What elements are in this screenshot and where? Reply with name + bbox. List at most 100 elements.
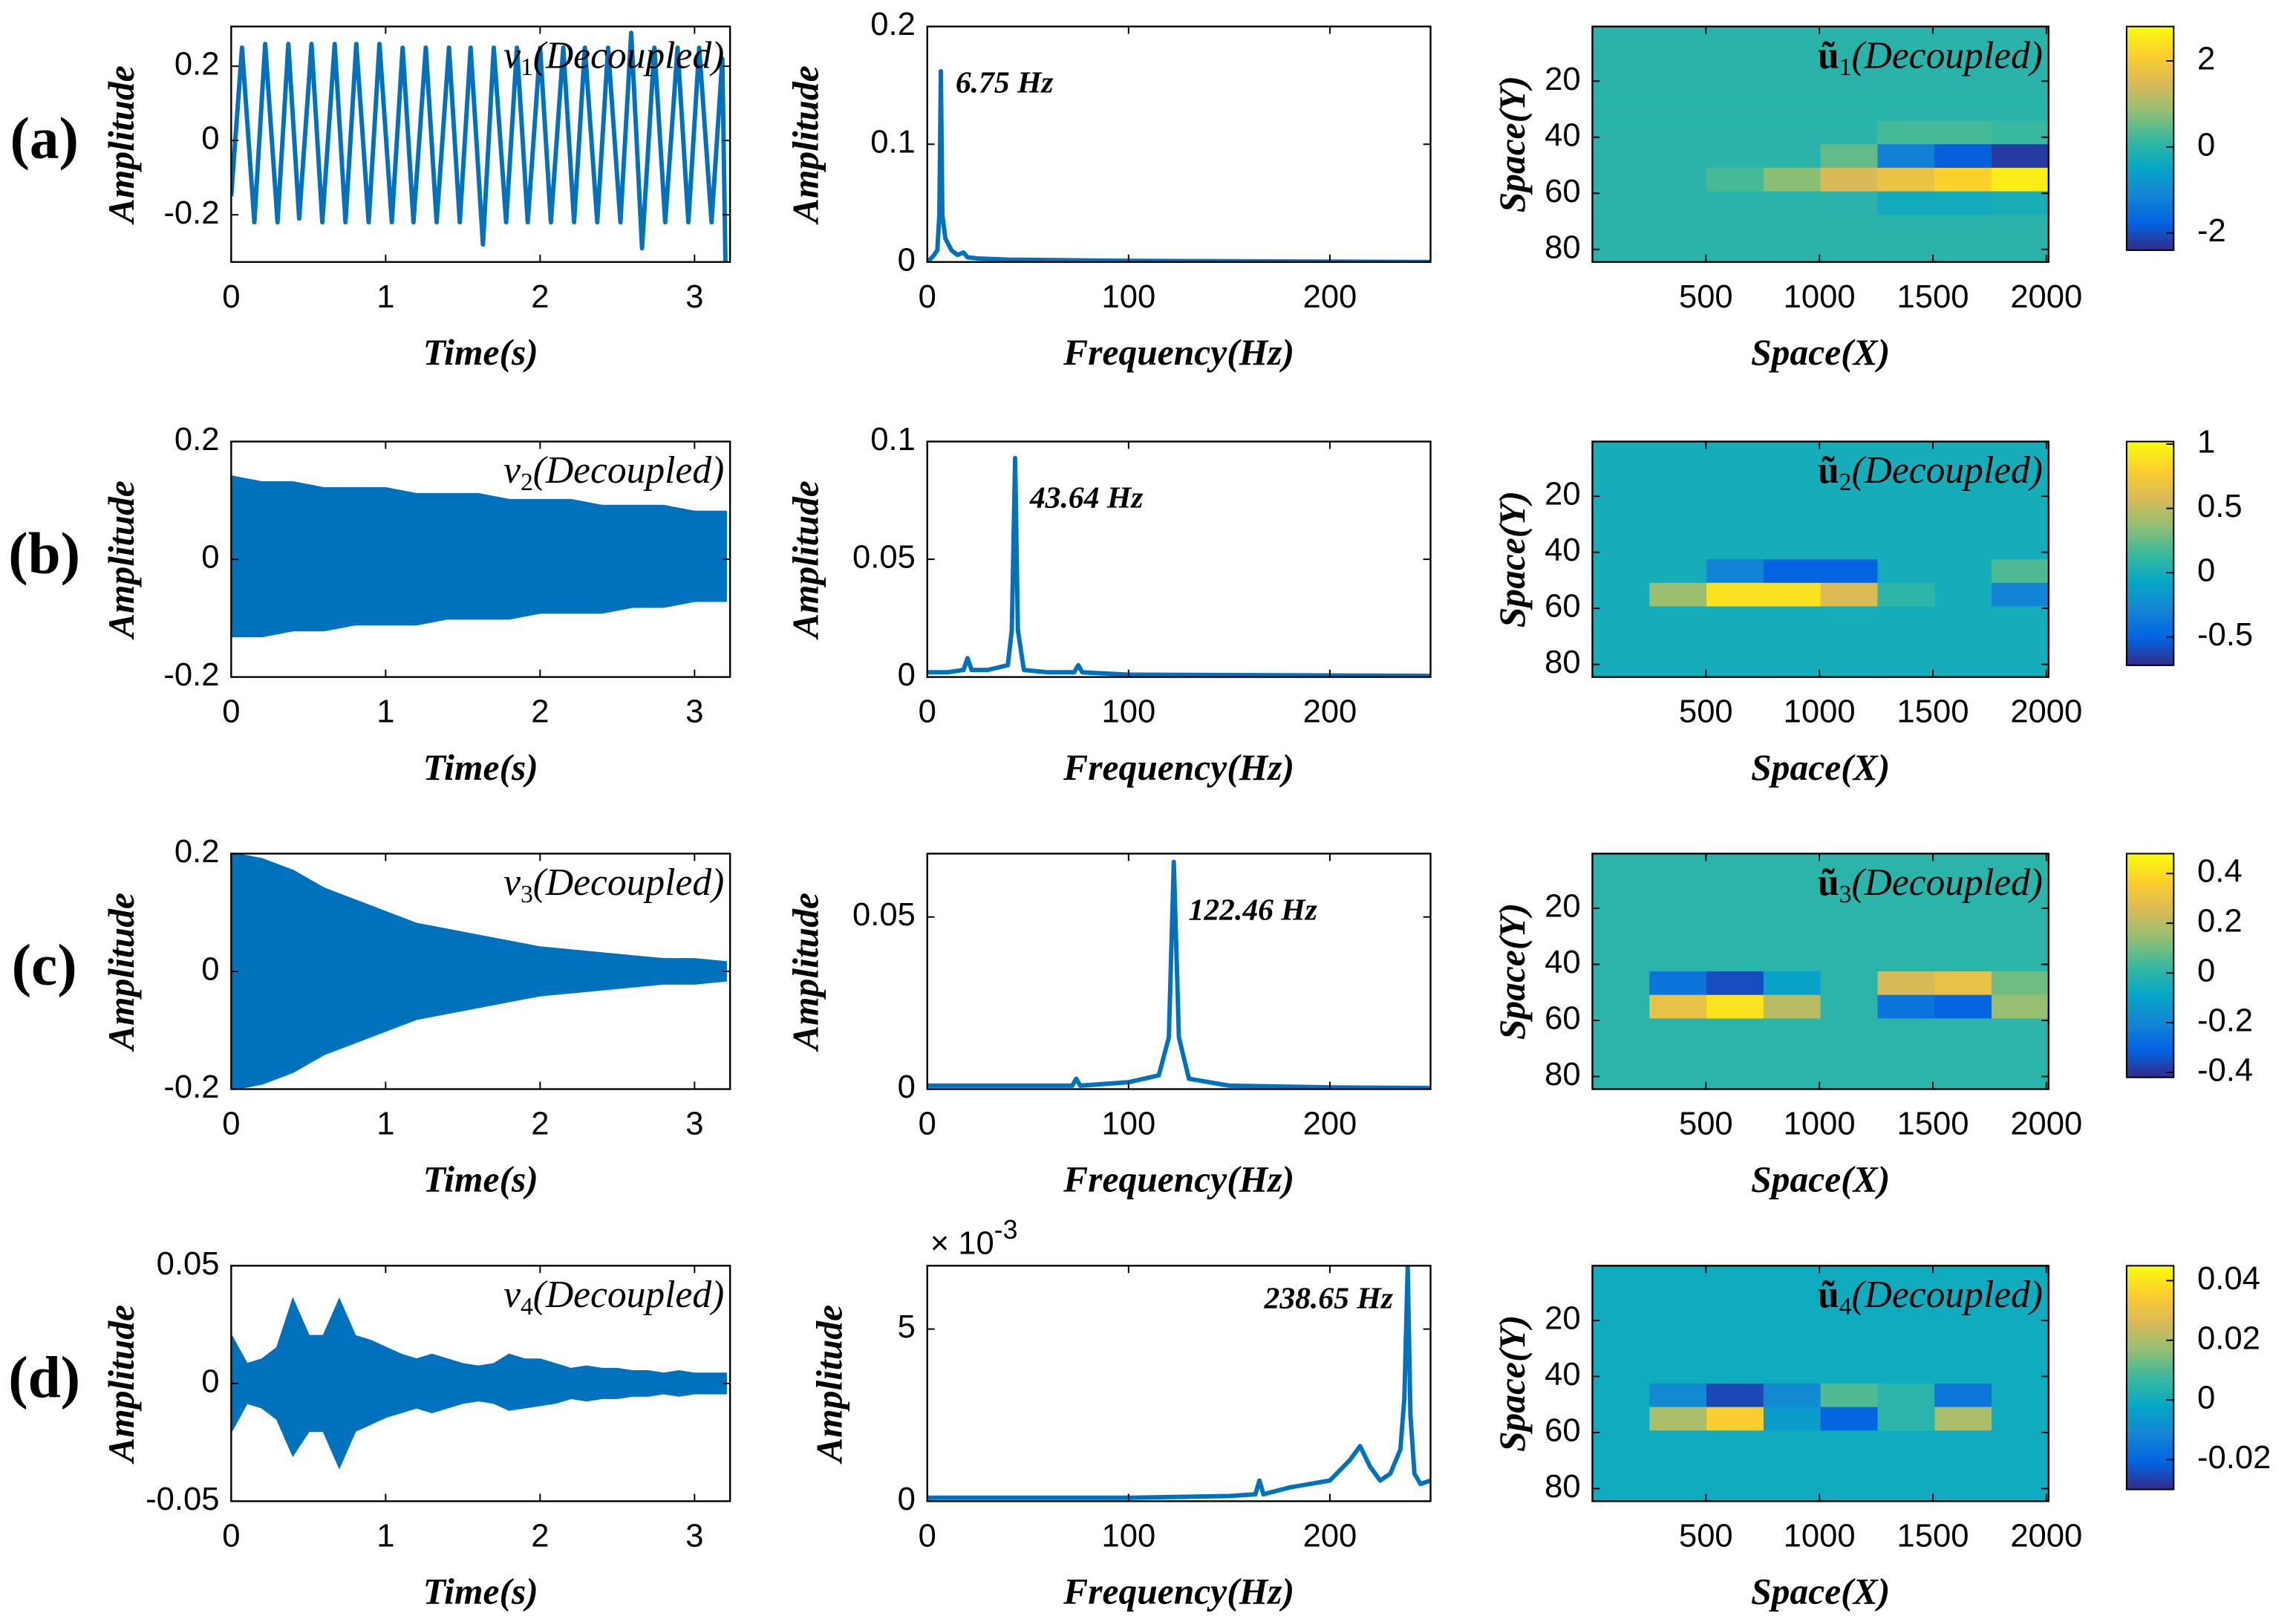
y-tick-label: 0 (201, 1364, 219, 1399)
colorbar-step (2126, 946, 2174, 951)
heat-cell (1706, 853, 1765, 879)
heat-cell (1763, 994, 1822, 1020)
colorbar-step (2126, 594, 2174, 599)
x-axis-label: Space(X) (1751, 747, 1890, 788)
heat-cell (1649, 441, 1708, 466)
heat-cell (1820, 1289, 1879, 1314)
heat-cell (1992, 144, 2049, 169)
heat-cell (1992, 971, 2049, 996)
axis-exponent: × 10-3 (930, 1215, 1018, 1261)
y-tick-label: -0.2 (163, 1069, 219, 1105)
heat-cell (1877, 191, 1936, 216)
colorbar-step (2126, 1411, 2174, 1416)
colorbar-step (2126, 590, 2174, 596)
colorbar-step (2126, 1430, 2174, 1435)
x-tick-label: 100 (1101, 694, 1155, 730)
heat-cell (1649, 97, 1708, 122)
colorbar-step (2126, 194, 2174, 199)
heat-cell (1934, 488, 1993, 513)
colorbar-step (2126, 186, 2174, 192)
colorbar-tick-label: 0.4 (2197, 854, 2243, 890)
legend-text: (Decoupled) (1851, 861, 2042, 904)
legend: ũ3(Decoupled) (1818, 861, 2043, 908)
plot-area (1592, 26, 2049, 262)
plot-area (231, 475, 727, 638)
colorbar-step (2126, 142, 2174, 147)
heat-cell (1706, 97, 1765, 122)
heat-cell (1649, 1407, 1708, 1432)
heat-cell (1934, 1018, 1993, 1043)
colorbar-step (2126, 631, 2174, 636)
heat-cell (1592, 1383, 1651, 1408)
heat-cell (1820, 1042, 1879, 1067)
heat-cell (1992, 215, 2049, 240)
legend-subscript: 4 (1839, 1293, 1852, 1320)
heat-cell (1763, 877, 1822, 902)
heat-cell (1992, 1289, 2049, 1314)
heat-cell (1649, 1336, 1708, 1361)
x-tick-label: 100 (1101, 279, 1155, 315)
heat-cell (1992, 1018, 2049, 1043)
y-axis-label: Amplitude (101, 65, 142, 225)
colorbar-step (2126, 1384, 2174, 1390)
colorbar-step (2126, 1377, 2174, 1382)
heat-cell (1706, 1360, 1765, 1385)
colorbar-step (2126, 1017, 2174, 1023)
heat-cell (1649, 465, 1708, 490)
heat-cell (1763, 97, 1822, 122)
colorbar-step (2126, 1003, 2174, 1008)
colorbar-step (2126, 1340, 2174, 1345)
colorbar-step (2126, 1355, 2174, 1360)
y-tick-label: 0.1 (870, 125, 916, 160)
plot-area (1592, 1265, 2049, 1502)
colorbar-step (2126, 950, 2174, 955)
heat-cell (1706, 465, 1765, 490)
x-tick-label: 2 (531, 279, 549, 315)
heat-cell (1877, 97, 1936, 122)
heat-cell (1877, 924, 1936, 949)
colorbar-step (2126, 572, 2174, 577)
colorbar-step (2126, 108, 2174, 114)
heat-cell (1763, 1383, 1822, 1408)
heat-cell (1877, 1430, 1936, 1456)
colorbar-step (2126, 527, 2174, 532)
x-axis-label: Time(s) (423, 1571, 538, 1612)
x-axis-label: Space(X) (1751, 1159, 1890, 1200)
heat-cell (1763, 535, 1822, 561)
x-tick-label: 1000 (1784, 1518, 1856, 1554)
heat-cell (1820, 1477, 1879, 1502)
colorbar-step (2126, 1043, 2174, 1049)
colorbar-step (2126, 242, 2174, 247)
legend-symbol: v (503, 449, 521, 492)
heat-cell (1992, 630, 2049, 655)
heat-cell (1649, 853, 1708, 879)
heat-cell (1763, 853, 1822, 879)
colorbar-step (2126, 1284, 2174, 1289)
colorbar-step (2126, 553, 2174, 558)
y-tick-label: 80 (1545, 229, 1580, 265)
colorbar-step (2126, 231, 2174, 236)
colorbar-step (2126, 63, 2174, 68)
x-tick-label: 1000 (1784, 279, 1856, 315)
heat-cell (1649, 971, 1708, 996)
heat-cell (1649, 559, 1708, 584)
colorbar-step (2126, 991, 2174, 997)
heat-cell (1992, 1042, 2049, 1067)
heat-cell (1820, 50, 1879, 75)
colorbar-step (2126, 1329, 2174, 1334)
y-tick-label: 80 (1545, 1469, 1580, 1505)
y-tick-label: 20 (1545, 1300, 1580, 1336)
colorbar-step (2126, 1444, 2174, 1450)
heat-cell (1592, 900, 1651, 925)
heat-cell (1934, 606, 1993, 631)
colorbar-step (2126, 201, 2174, 206)
colorbar-step (2126, 1062, 2174, 1067)
heat-cell (1877, 1265, 1936, 1291)
colorbar-step (2126, 531, 2174, 536)
colorbar-step (2126, 616, 2174, 622)
y-tick-label: 20 (1545, 477, 1580, 512)
colorbar-step (2126, 1433, 2174, 1439)
heat-cell (1992, 653, 2049, 677)
heat-cell (1820, 606, 1879, 631)
